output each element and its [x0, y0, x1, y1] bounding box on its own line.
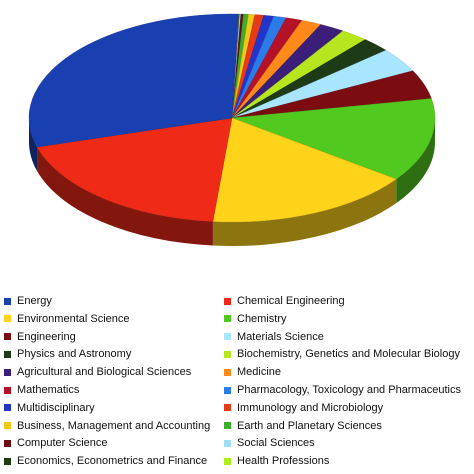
- legend-swatch: [4, 333, 11, 341]
- legend-label: Materials Science: [237, 330, 324, 343]
- pie-side-environmental-science: [212, 179, 397, 246]
- legend-item: Economics, Econometrics and Finance: [4, 455, 207, 467]
- legend-item: Business, Management and Accounting: [4, 420, 210, 432]
- legend-swatch: [4, 404, 11, 412]
- legend-label: Pharmacology, Toxicology and Pharmaceuti…: [237, 384, 461, 396]
- legend-swatch: [224, 457, 231, 465]
- legend-label: Chemistry: [237, 312, 287, 325]
- legend-label: Engineering: [17, 330, 76, 343]
- pie-side-chemical-engineering: [37, 147, 213, 246]
- legend-label: Social Sciences: [237, 437, 315, 450]
- legend-item: Health Professions: [224, 455, 329, 467]
- legend-swatch: [4, 439, 11, 447]
- legend-label: Immunology and Microbiology: [237, 401, 384, 414]
- legend-swatch: [224, 422, 231, 430]
- legend-label: Energy: [17, 295, 52, 307]
- legend-swatch: [224, 297, 231, 305]
- legend-item: Physics and Astronomy: [4, 348, 131, 360]
- legend-swatch: [4, 350, 11, 358]
- legend-item: Environmental Science: [4, 313, 130, 325]
- legend-swatch: [4, 297, 11, 305]
- legend-swatch: [224, 350, 231, 358]
- legend-item: Social Sciences: [224, 437, 315, 449]
- legend-item: Biochemistry, Genetics and Molecular Bio…: [224, 348, 460, 360]
- legend-label: Multidisciplinary: [17, 401, 95, 414]
- legend-label: Economics, Econometrics and Finance: [17, 455, 208, 468]
- legend-swatch: [4, 422, 11, 430]
- legend-item: Immunology and Microbiology: [224, 402, 383, 414]
- legend-swatch: [4, 315, 11, 323]
- legend-label: Environmental Science: [17, 312, 130, 325]
- legend-item: Medicine: [224, 366, 281, 378]
- pie-slice-energy: [28, 13, 239, 148]
- legend-item: Chemical Engineering: [224, 295, 345, 307]
- legend-item: Multidisciplinary: [4, 402, 95, 414]
- legend-swatch: [4, 457, 11, 465]
- legend-label: Mathematics: [17, 384, 80, 396]
- legend-label: Earth and Planetary Sciences: [237, 419, 382, 432]
- legend-swatch: [224, 368, 231, 376]
- pie-slice-environmental-science: [212, 117, 397, 223]
- pie-side-chemistry: [396, 118, 435, 204]
- pie-slice-chemistry: [231, 98, 436, 180]
- legend-item: Chemistry: [224, 313, 287, 325]
- legend-label: Chemical Engineering: [237, 295, 345, 307]
- legend-label: Biochemistry, Genetics and Molecular Bio…: [237, 348, 460, 361]
- legend-label: Agricultural and Biological Sciences: [17, 366, 192, 379]
- legend-swatch: [4, 386, 11, 394]
- legend-swatch: [224, 333, 231, 341]
- legend-item: Engineering: [4, 331, 76, 343]
- legend-item: Mathematics: [4, 384, 79, 396]
- legend-item: Materials Science: [224, 331, 324, 343]
- legend-item: Pharmacology, Toxicology and Pharmaceuti…: [224, 384, 461, 396]
- legend-label: Computer Science: [17, 437, 108, 450]
- legend-item: Earth and Planetary Sciences: [224, 420, 382, 432]
- pie-side-energy: [29, 118, 38, 172]
- legend-label: Medicine: [237, 366, 282, 379]
- legend-swatch: [224, 315, 231, 323]
- legend-swatch: [224, 404, 231, 412]
- legend-item: Computer Science: [4, 437, 108, 449]
- legend-label: Health Professions: [237, 455, 330, 468]
- legend-swatch: [4, 368, 11, 376]
- legend-label: Business, Management and Accounting: [17, 419, 211, 432]
- legend-item: Agricultural and Biological Sciences: [4, 366, 191, 378]
- legend-item: Energy: [4, 295, 52, 307]
- legend-swatch: [224, 386, 231, 394]
- legend-swatch: [224, 439, 231, 447]
- legend-label: Physics and Astronomy: [17, 348, 132, 361]
- pie-slice-chemical-engineering: [36, 117, 233, 222]
